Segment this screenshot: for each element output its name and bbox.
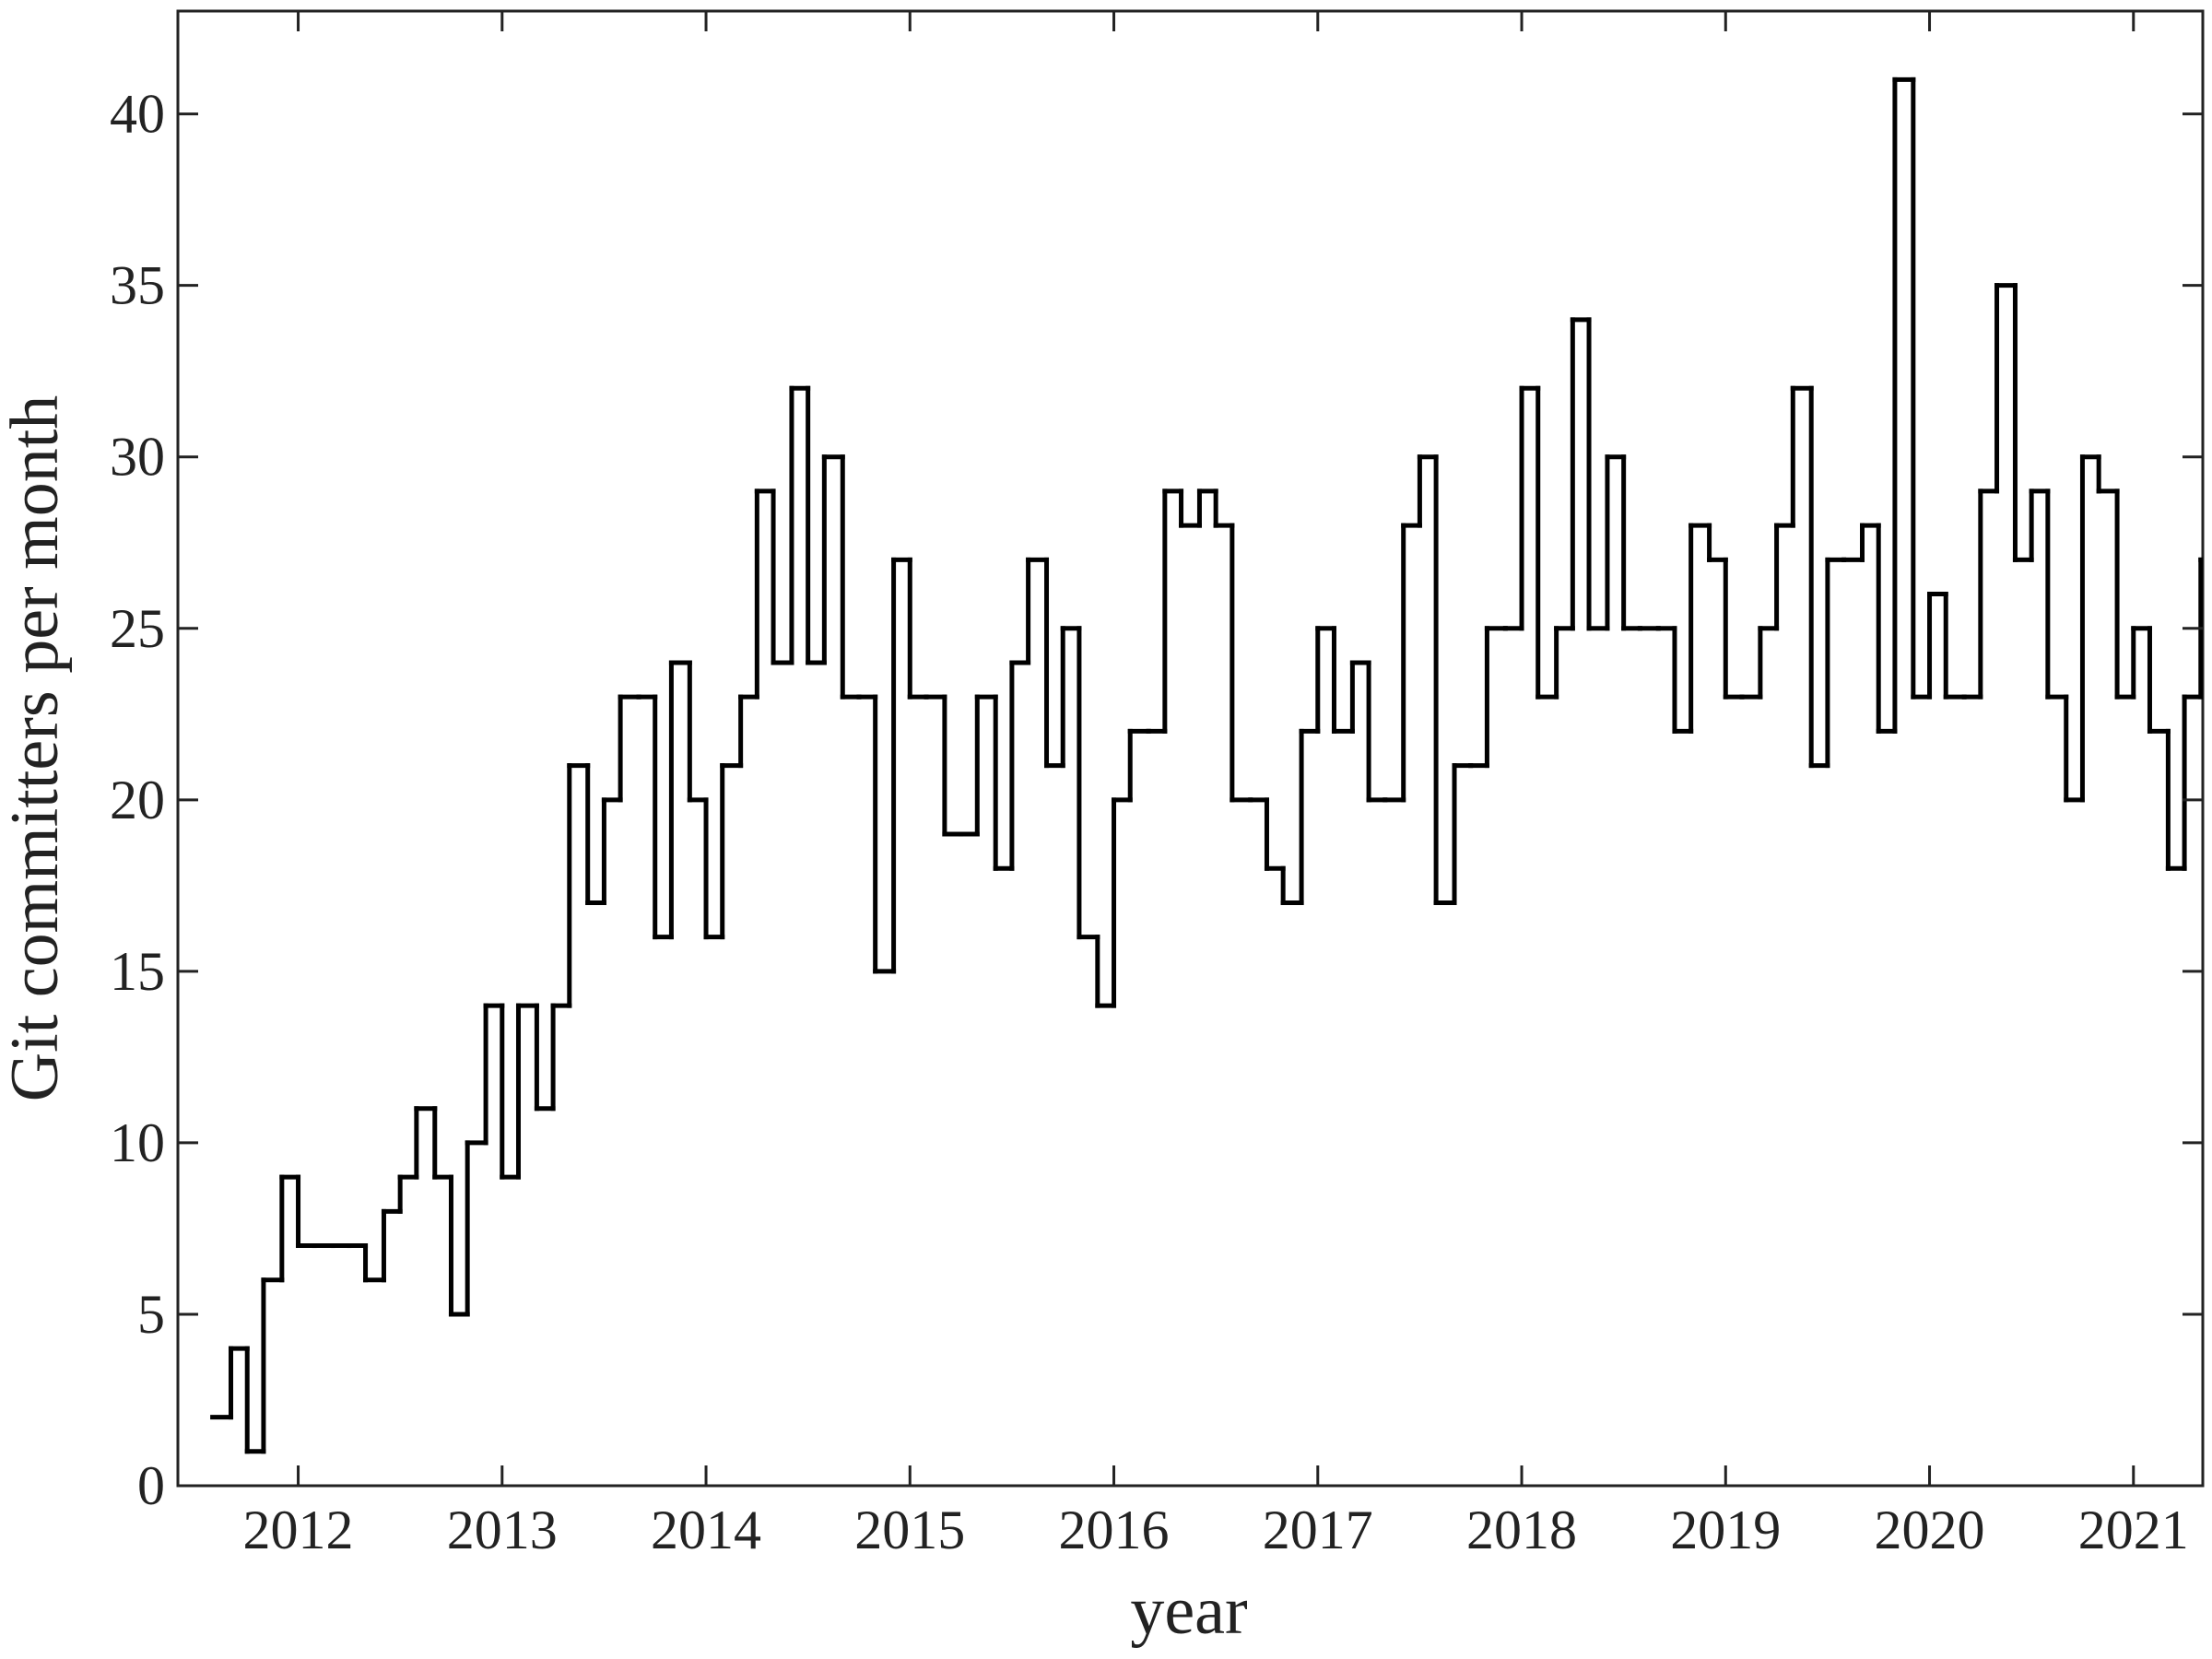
x-tick-label: 2014: [651, 1500, 761, 1560]
y-tick-label: 20: [110, 770, 165, 830]
y-axis-label: Git committers per month: [0, 395, 73, 1102]
x-tick-label: 2015: [854, 1500, 965, 1560]
x-tick-label: 2020: [1875, 1500, 1985, 1560]
x-tick-label: 2017: [1263, 1500, 1373, 1560]
x-tick-label: 2021: [2078, 1500, 2189, 1560]
x-tick-label: 2016: [1059, 1500, 1170, 1560]
y-tick-label: 40: [110, 84, 165, 145]
plot-area: [210, 76, 2203, 1454]
y-tick-label: 25: [110, 598, 165, 659]
y-tick-label: 10: [110, 1112, 165, 1173]
y-tick-label: 5: [137, 1284, 165, 1345]
y-tick-label: 0: [137, 1455, 165, 1516]
x-tick-label: 2012: [243, 1500, 354, 1560]
x-axis-label: year: [1130, 1573, 1247, 1649]
x-tick-label: 2019: [1670, 1500, 1781, 1560]
plot-frame: [176, 9, 2205, 1488]
x-tick-label: 2013: [447, 1500, 558, 1560]
y-tick-label: 30: [110, 427, 165, 488]
y-tick-label: 15: [110, 941, 165, 1002]
x-tick-label: 2018: [1466, 1500, 1577, 1560]
y-tick-label: 35: [110, 255, 165, 316]
